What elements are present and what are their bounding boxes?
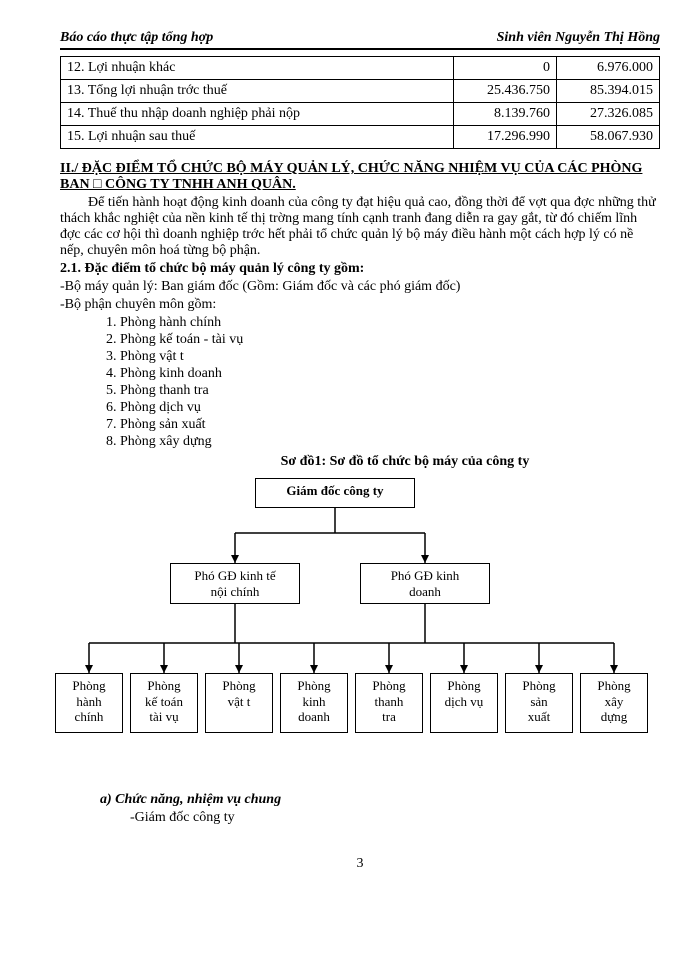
chart-title: Sơ đồ1: Sơ đồ tổ chức bộ máy của công ty — [150, 454, 660, 470]
table-cell-num: 17.296.990 — [454, 126, 557, 149]
fragment-a: a) Chức năng, nhiệm vụ chung — [100, 792, 660, 808]
list-item: Phòng dịch vụ — [120, 400, 660, 416]
org-node: Phòngdịch vụ — [430, 673, 498, 733]
org-node: Phó GĐ kinh tếnội chính — [170, 563, 300, 604]
table-cell-num: 27.326.085 — [557, 103, 660, 126]
org-node: Phònghànhchính — [55, 673, 123, 733]
list-item: Phòng kế toán - tài vụ — [120, 332, 660, 348]
table-cell-label: 13. Tổng lợi nhuận trớc thuế — [61, 80, 454, 103]
list-item: Phòng thanh tra — [120, 383, 660, 399]
list-item: Phòng xây dựng — [120, 434, 660, 450]
section-title: II./ ĐẶC ĐIỂM TỔ CHỨC BỘ MÁY QUẢN LÝ, CH… — [60, 161, 660, 193]
subsection-2-1: 2.1. Đặc điểm tổ chức bộ máy quản lý côn… — [60, 261, 660, 277]
table-cell-num: 8.139.760 — [454, 103, 557, 126]
list-item: Phòng hành chính — [120, 315, 660, 331]
profit-table: 12. Lợi nhuận khác06.976.000 13. Tổng lợi… — [60, 56, 660, 149]
table-cell-label: 15. Lợi nhuận sau thuế — [61, 126, 454, 149]
org-node: Phòngkế toántài vụ — [130, 673, 198, 733]
table-cell-label: 14. Thuế thu nhập doanh nghiệp phải nộp — [61, 103, 454, 126]
line-a: -Bộ máy quản lý: Ban giám đốc (Gồm: Giám… — [60, 279, 660, 295]
page-number: 3 — [60, 856, 660, 872]
line-b: -Bộ phận chuyên môn gồm: — [60, 297, 660, 313]
org-chart-lines — [50, 478, 650, 788]
list-item: Phòng sản xuất — [120, 417, 660, 433]
org-node: Phòngkinhdoanh — [280, 673, 348, 733]
table-cell-num: 0 — [454, 57, 557, 80]
table-cell-num: 25.436.750 — [454, 80, 557, 103]
table-cell-num: 6.976.000 — [557, 57, 660, 80]
header-left: Báo cáo thực tập tổng hợp — [60, 30, 213, 46]
paragraph-1: Để tiến hành hoạt động kinh doanh của cô… — [60, 195, 660, 259]
list-item: Phòng vật t — [120, 349, 660, 365]
table-cell-num: 58.067.930 — [557, 126, 660, 149]
table-cell-label: 12. Lợi nhuận khác — [61, 57, 454, 80]
org-node: Phòngsảnxuất — [505, 673, 573, 733]
org-node: Phòngvật t — [205, 673, 273, 733]
list-item: Phòng kinh doanh — [120, 366, 660, 382]
page-header: Báo cáo thực tập tổng hợp Sinh viên Nguy… — [60, 30, 660, 50]
department-list: Phòng hành chínhPhòng kế toán - tài vụPh… — [120, 315, 660, 450]
org-node: Phó GĐ kinhdoanh — [360, 563, 490, 604]
header-right: Sinh viên Nguyễn Thị Hồng — [497, 30, 660, 46]
org-node: Phòngxâydựng — [580, 673, 648, 733]
table-cell-num: 85.394.015 — [557, 80, 660, 103]
fragment-b: -Giám đốc công ty — [130, 810, 660, 826]
org-node: Giám đốc công ty — [255, 478, 415, 508]
org-chart: Giám đốc công ty Phó GĐ kinh tếnội chính P… — [50, 478, 650, 788]
org-node: Phòngthanhtra — [355, 673, 423, 733]
